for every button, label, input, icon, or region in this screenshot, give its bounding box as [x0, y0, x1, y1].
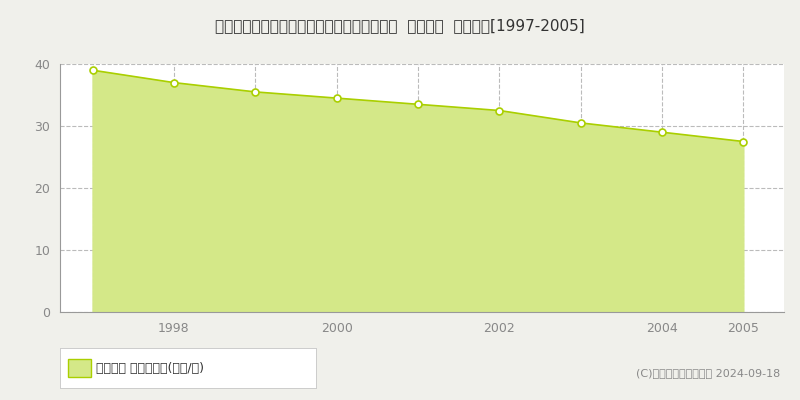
Point [330, 95, 343, 101]
Text: (C)土地価格ドットコム 2024-09-18: (C)土地価格ドットコム 2024-09-18 [636, 368, 780, 378]
Point [574, 120, 587, 126]
Point [655, 129, 668, 135]
Text: 愛知県一宮市大和町妙興寺字山王浦６５番５  基準地価  地価推移[1997-2005]: 愛知県一宮市大和町妙興寺字山王浦６５番５ 基準地価 地価推移[1997-2005… [215, 18, 585, 33]
Point [249, 89, 262, 95]
Point [411, 101, 424, 108]
Point [737, 138, 750, 145]
Text: 基準地価 平均坪単価(万円/坪): 基準地価 平均坪単価(万円/坪) [96, 362, 204, 374]
Point [493, 107, 506, 114]
Point [167, 79, 180, 86]
Bar [68, 359, 90, 377]
Point [86, 67, 99, 74]
